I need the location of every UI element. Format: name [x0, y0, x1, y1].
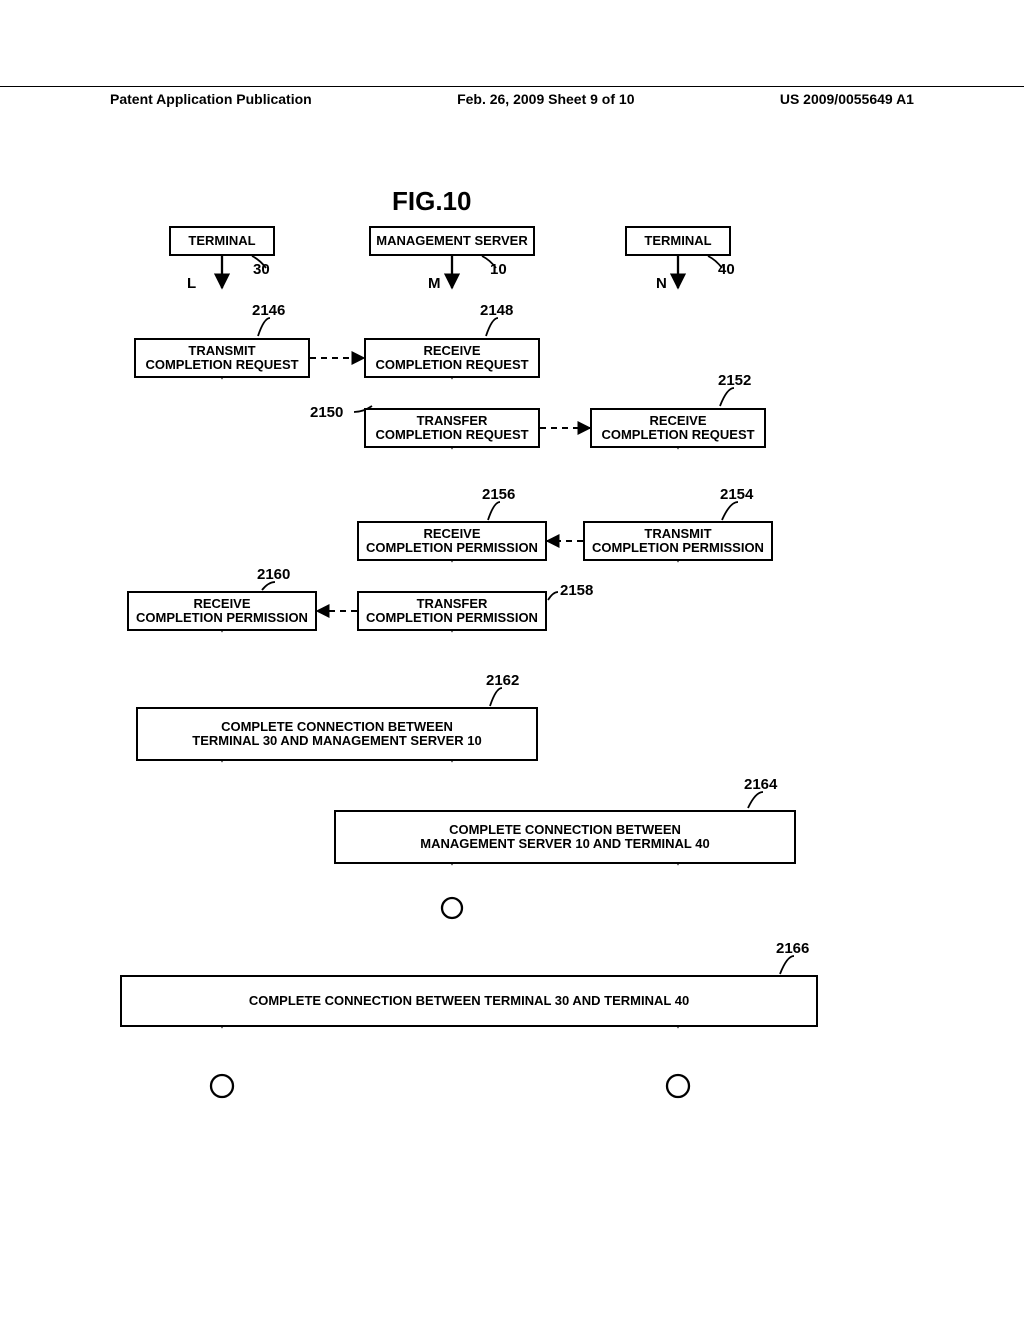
- node-text: TRANSMIT: [644, 527, 711, 541]
- node-text: TERMINAL 30 AND MANAGEMENT SERVER 10: [192, 734, 481, 748]
- node-text: RECEIVE: [193, 597, 250, 611]
- page: Patent Application Publication Feb. 26, …: [0, 0, 1024, 1320]
- ref-label: L: [187, 275, 196, 292]
- flow-node: COMPLETE CONNECTION BETWEENMANAGEMENT SE…: [334, 810, 796, 864]
- ref-label: 2154: [720, 486, 753, 503]
- node-text: RECEIVE: [423, 527, 480, 541]
- flow-node: TRANSFERCOMPLETION PERMISSION: [357, 591, 547, 631]
- lane-header: MANAGEMENT SERVER: [369, 226, 535, 256]
- node-text: COMPLETE CONNECTION BETWEEN: [221, 720, 453, 734]
- diagram-svg: [0, 0, 1024, 1320]
- flow-node: RECEIVECOMPLETION REQUEST: [364, 338, 540, 378]
- ref-label: 2158: [560, 582, 593, 599]
- node-text: COMPLETE CONNECTION BETWEEN: [449, 823, 681, 837]
- flow-node: TRANSMITCOMPLETION REQUEST: [134, 338, 310, 378]
- node-text: COMPLETION REQUEST: [375, 428, 528, 442]
- flow-node: RECEIVECOMPLETION PERMISSION: [357, 521, 547, 561]
- ref-label: 2148: [480, 302, 513, 319]
- ref-label: 10: [490, 261, 507, 278]
- node-text: COMPLETION PERMISSION: [136, 611, 308, 625]
- node-text: COMPLETION REQUEST: [375, 358, 528, 372]
- node-text: TRANSMIT: [188, 344, 255, 358]
- node-text: RECEIVE: [423, 344, 480, 358]
- flow-node: TRANSFERCOMPLETION REQUEST: [364, 408, 540, 448]
- flow-node: TRANSMITCOMPLETION PERMISSION: [583, 521, 773, 561]
- ref-label: 2150: [310, 404, 343, 421]
- ref-label: 30: [253, 261, 270, 278]
- ref-label: 2156: [482, 486, 515, 503]
- node-text: MANAGEMENT SERVER 10 AND TERMINAL 40: [420, 837, 709, 851]
- ref-label: 2162: [486, 672, 519, 689]
- node-text: TRANSFER: [417, 414, 488, 428]
- node-text: RECEIVE: [649, 414, 706, 428]
- ref-label: 40: [718, 261, 735, 278]
- lane-header: TERMINAL: [625, 226, 731, 256]
- flow-node: RECEIVECOMPLETION REQUEST: [590, 408, 766, 448]
- node-text: COMPLETE CONNECTION BETWEEN TERMINAL 30 …: [249, 994, 689, 1008]
- ref-label: 2164: [744, 776, 777, 793]
- node-text: COMPLETION REQUEST: [145, 358, 298, 372]
- ref-label: 2166: [776, 940, 809, 957]
- node-text: TRANSFER: [417, 597, 488, 611]
- node-text: COMPLETION REQUEST: [601, 428, 754, 442]
- ref-label: M: [428, 275, 441, 292]
- ref-label: 2146: [252, 302, 285, 319]
- ref-label: 2152: [718, 372, 751, 389]
- node-text: COMPLETION PERMISSION: [366, 611, 538, 625]
- ref-label: N: [656, 275, 667, 292]
- flow-node: COMPLETE CONNECTION BETWEENTERMINAL 30 A…: [136, 707, 538, 761]
- node-text: COMPLETION PERMISSION: [366, 541, 538, 555]
- node-text: COMPLETION PERMISSION: [592, 541, 764, 555]
- flow-node: RECEIVECOMPLETION PERMISSION: [127, 591, 317, 631]
- ref-label: 2160: [257, 566, 290, 583]
- flow-node: COMPLETE CONNECTION BETWEEN TERMINAL 30 …: [120, 975, 818, 1027]
- lane-header: TERMINAL: [169, 226, 275, 256]
